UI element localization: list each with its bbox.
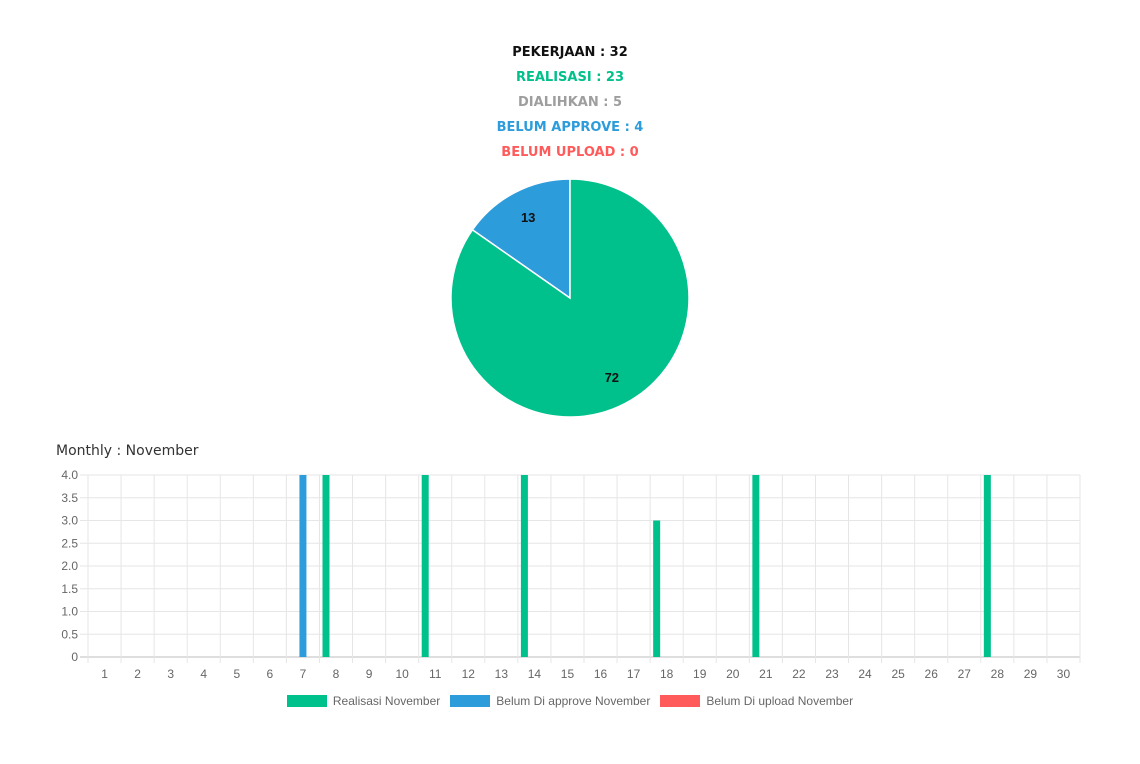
chart-legend: Realisasi November Belum Di approve Nove… xyxy=(0,694,1140,708)
pie-slice-label-1: 72 xyxy=(605,370,619,385)
stat-belum-upload: BELUM UPLOAD : 0 xyxy=(501,145,639,160)
x-tick-label: 14 xyxy=(528,667,542,681)
x-tick-label: 22 xyxy=(792,667,806,681)
x-tick-label: 26 xyxy=(925,667,939,681)
x-tick-label: 19 xyxy=(693,667,707,681)
y-tick-label: 1.5 xyxy=(61,582,78,596)
bar-realisasi[interactable] xyxy=(653,520,661,658)
legend-swatch-green xyxy=(286,695,327,707)
x-tick-label: 21 xyxy=(759,667,773,681)
legend-swatch-red xyxy=(660,695,701,707)
x-tick-label: 25 xyxy=(891,667,905,681)
x-tick-label: 5 xyxy=(233,667,240,681)
x-tick-label: 28 xyxy=(991,667,1005,681)
x-tick-label: 12 xyxy=(462,667,476,681)
x-tick-label: 7 xyxy=(300,667,307,681)
legend-label: Realisasi November xyxy=(332,694,441,708)
y-tick-label: 3.0 xyxy=(61,514,78,528)
x-tick-label: 4 xyxy=(200,667,207,681)
legend-item-belum-upload[interactable]: Belum Di upload November xyxy=(660,694,853,708)
x-tick-label: 13 xyxy=(495,667,509,681)
stat-belum-approve: BELUM APPROVE : 4 xyxy=(496,120,644,135)
y-tick-label: 2.0 xyxy=(61,559,78,573)
legend-item-realisasi[interactable]: Realisasi November xyxy=(286,694,441,708)
legend-swatch-blue xyxy=(450,695,491,707)
y-tick-label: 4.0 xyxy=(61,468,78,482)
stat-realisasi: REALISASI : 23 xyxy=(515,70,625,85)
x-tick-label: 6 xyxy=(267,667,274,681)
bar-belum-approve[interactable] xyxy=(299,475,307,657)
monthly-title: Monthly : November xyxy=(56,443,199,459)
x-tick-label: 16 xyxy=(594,667,608,681)
x-tick-label: 27 xyxy=(958,667,972,681)
bar-realisasi[interactable] xyxy=(983,475,991,657)
bar-realisasi[interactable] xyxy=(322,475,330,657)
x-tick-label: 23 xyxy=(825,667,839,681)
y-tick-label: 2.5 xyxy=(61,536,78,550)
x-tick-label: 18 xyxy=(660,667,674,681)
x-tick-label: 24 xyxy=(858,667,872,681)
y-tick-label: 0.5 xyxy=(61,627,78,641)
bar-realisasi[interactable] xyxy=(520,475,528,657)
x-tick-label: 3 xyxy=(167,667,174,681)
x-tick-label: 20 xyxy=(726,667,740,681)
y-tick-label: 1.0 xyxy=(61,605,78,619)
bar-realisasi[interactable] xyxy=(752,475,760,657)
x-tick-label: 11 xyxy=(429,667,442,681)
x-tick-label: 17 xyxy=(627,667,641,681)
summary-stats: PEKERJAAN : 32 REALISASI : 23 DIALIHKAN … xyxy=(0,40,1140,165)
x-tick-label: 9 xyxy=(366,667,373,681)
x-tick-label: 1 xyxy=(101,667,108,681)
legend-label: Belum Di upload November xyxy=(706,694,854,708)
pie-slice-1[interactable] xyxy=(450,178,690,418)
x-tick-label: 2 xyxy=(134,667,141,681)
x-tick-label: 8 xyxy=(333,667,340,681)
x-tick-label: 30 xyxy=(1057,667,1071,681)
stat-dialihkan: DIALIHKAN : 5 xyxy=(518,95,622,110)
pie-chart: 13 72 xyxy=(450,178,690,418)
stat-pekerjaan: PEKERJAAN : 32 xyxy=(512,45,628,60)
y-tick-label: 0 xyxy=(71,650,78,664)
monthly-bar-chart: 4.03.53.02.52.01.51.00.501 2 3 4 5 6 7 8 9 10 11 12… xyxy=(61,468,1081,681)
bar-realisasi[interactable] xyxy=(421,475,429,657)
x-tick-label: 10 xyxy=(395,667,409,681)
y-tick-label: 3.5 xyxy=(61,491,78,505)
pie-slice-label-0: 13 xyxy=(521,210,535,225)
legend-item-belum-approve[interactable]: Belum Di approve November xyxy=(450,694,650,708)
legend-label: Belum Di approve November xyxy=(496,694,651,708)
x-tick-label: 29 xyxy=(1024,667,1038,681)
x-tick-label: 15 xyxy=(561,667,575,681)
pie-slice-0[interactable] xyxy=(471,178,571,300)
